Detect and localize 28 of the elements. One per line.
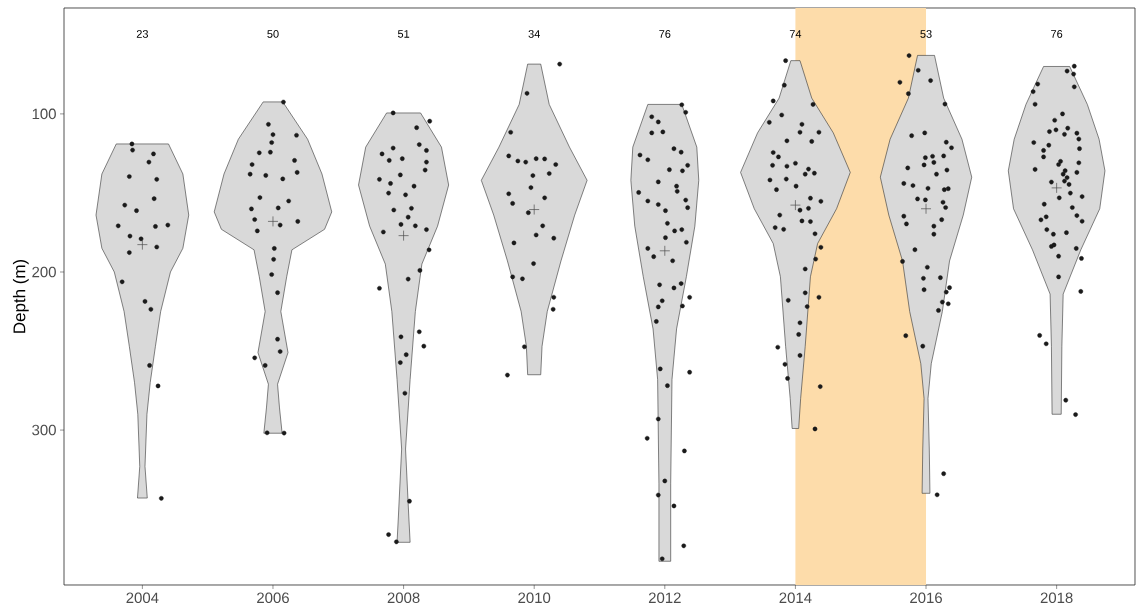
y-tick-label: 100 (32, 108, 56, 120)
point (1051, 182, 1062, 194)
point (398, 230, 409, 241)
y-axis-title: Depth (m) (12, 259, 29, 333)
y-tick-label: 300 (32, 424, 56, 436)
annotation: 76 (1051, 30, 1063, 38)
annotation: 53 (920, 30, 932, 38)
point (267, 216, 279, 227)
x-tick-label: 2004 (126, 592, 159, 604)
point (659, 245, 671, 257)
annotation: 51 (397, 30, 410, 38)
annotation: 50 (267, 30, 279, 38)
y-tick-label: 200 (32, 266, 56, 278)
point (137, 239, 148, 250)
x-tick-label: 2012 (648, 592, 681, 604)
annotation: 74 (789, 30, 802, 38)
x-tick-label: 2016 (910, 592, 942, 604)
point (528, 204, 540, 215)
x-tick-label: 2010 (518, 592, 551, 604)
annotation: 76 (659, 30, 671, 38)
x-tick-label: 2018 (1040, 592, 1073, 604)
point (790, 199, 801, 211)
x-tick-label: 2014 (779, 592, 812, 604)
annotation: 23 (136, 30, 148, 38)
annotation: 34 (528, 30, 540, 38)
x-tick-label: 2008 (387, 592, 420, 604)
point (920, 203, 932, 215)
x-tick-label: 2006 (257, 592, 289, 604)
